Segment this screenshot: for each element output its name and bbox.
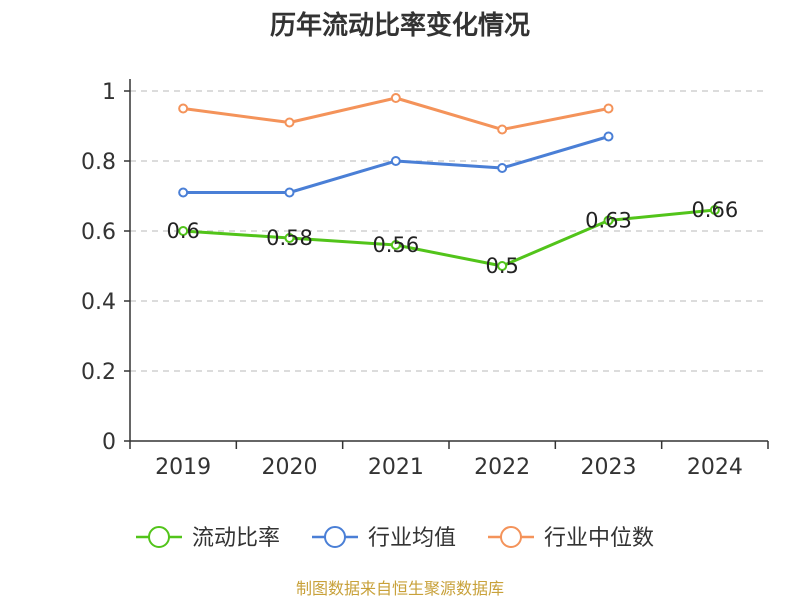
legend-item-1[interactable]: 行业均值 bbox=[312, 526, 456, 551]
legend-label: 流动比率 bbox=[192, 526, 280, 551]
data-point bbox=[284, 187, 295, 198]
y-tick-label: 0 bbox=[102, 430, 116, 455]
legend-label: 行业均值 bbox=[368, 526, 456, 551]
data-point bbox=[497, 124, 508, 135]
series-group bbox=[178, 93, 720, 271]
series-0 bbox=[178, 205, 720, 271]
y-tick-label: 0.4 bbox=[81, 290, 116, 315]
legend: 流动比率 行业均值 行业中位数 bbox=[136, 526, 654, 551]
data-point bbox=[390, 240, 401, 250]
chart-title: 历年流动比率变化情况 bbox=[270, 10, 530, 41]
data-point bbox=[497, 163, 508, 173]
y-tick-label: 1 bbox=[102, 80, 116, 105]
y-tick-label: 0.2 bbox=[81, 360, 116, 385]
legend-marker bbox=[500, 526, 522, 548]
legend-item-2[interactable]: 行业中位数 bbox=[488, 526, 654, 551]
legend-item-0[interactable]: 流动比率 bbox=[136, 526, 280, 551]
data-point bbox=[284, 117, 295, 128]
y-tick-label: 0.6 bbox=[81, 220, 116, 245]
x-tick-label: 2019 bbox=[155, 455, 211, 480]
data-point bbox=[603, 103, 614, 114]
grid-lines bbox=[130, 90, 768, 372]
data-point bbox=[603, 131, 614, 142]
x-tick-label: 2020 bbox=[262, 455, 318, 480]
y-tick-label: 0.8 bbox=[81, 150, 116, 175]
series-2 bbox=[178, 93, 614, 135]
data-point bbox=[178, 103, 189, 114]
data-point bbox=[603, 215, 614, 226]
legend-marker bbox=[148, 526, 170, 548]
x-tick-label: 2021 bbox=[368, 455, 424, 480]
series-line bbox=[183, 208, 715, 268]
legend-marker bbox=[324, 526, 346, 548]
source-note: 制图数据来自恒生聚源数据库 bbox=[296, 579, 504, 598]
data-label: 0.5 bbox=[485, 254, 518, 278]
series-1 bbox=[178, 131, 614, 198]
data-label: 0.56 bbox=[372, 233, 419, 257]
data-point bbox=[497, 261, 508, 271]
data-labels: 0.6 0.58 0.56 0.5 0.63 0.66 bbox=[166, 198, 738, 278]
x-tick-label: 2022 bbox=[474, 455, 530, 480]
data-point bbox=[178, 187, 189, 198]
data-point bbox=[390, 93, 401, 103]
data-point bbox=[178, 226, 189, 236]
data-label: 0.63 bbox=[585, 209, 632, 233]
data-point bbox=[709, 205, 720, 215]
data-label: 0.66 bbox=[691, 198, 738, 222]
data-point bbox=[390, 156, 401, 166]
data-label: 0.6 bbox=[166, 219, 199, 243]
data-label: 0.58 bbox=[266, 226, 313, 250]
x-tick-label: 2024 bbox=[687, 455, 743, 480]
legend-label: 行业中位数 bbox=[544, 526, 654, 551]
x-tick-label: 2023 bbox=[581, 455, 637, 480]
data-point bbox=[284, 233, 295, 243]
axes: 0 0.2 0.4 0.6 0.8 1 2019 2020 2021 2022 2023 2024 bbox=[81, 79, 769, 480]
